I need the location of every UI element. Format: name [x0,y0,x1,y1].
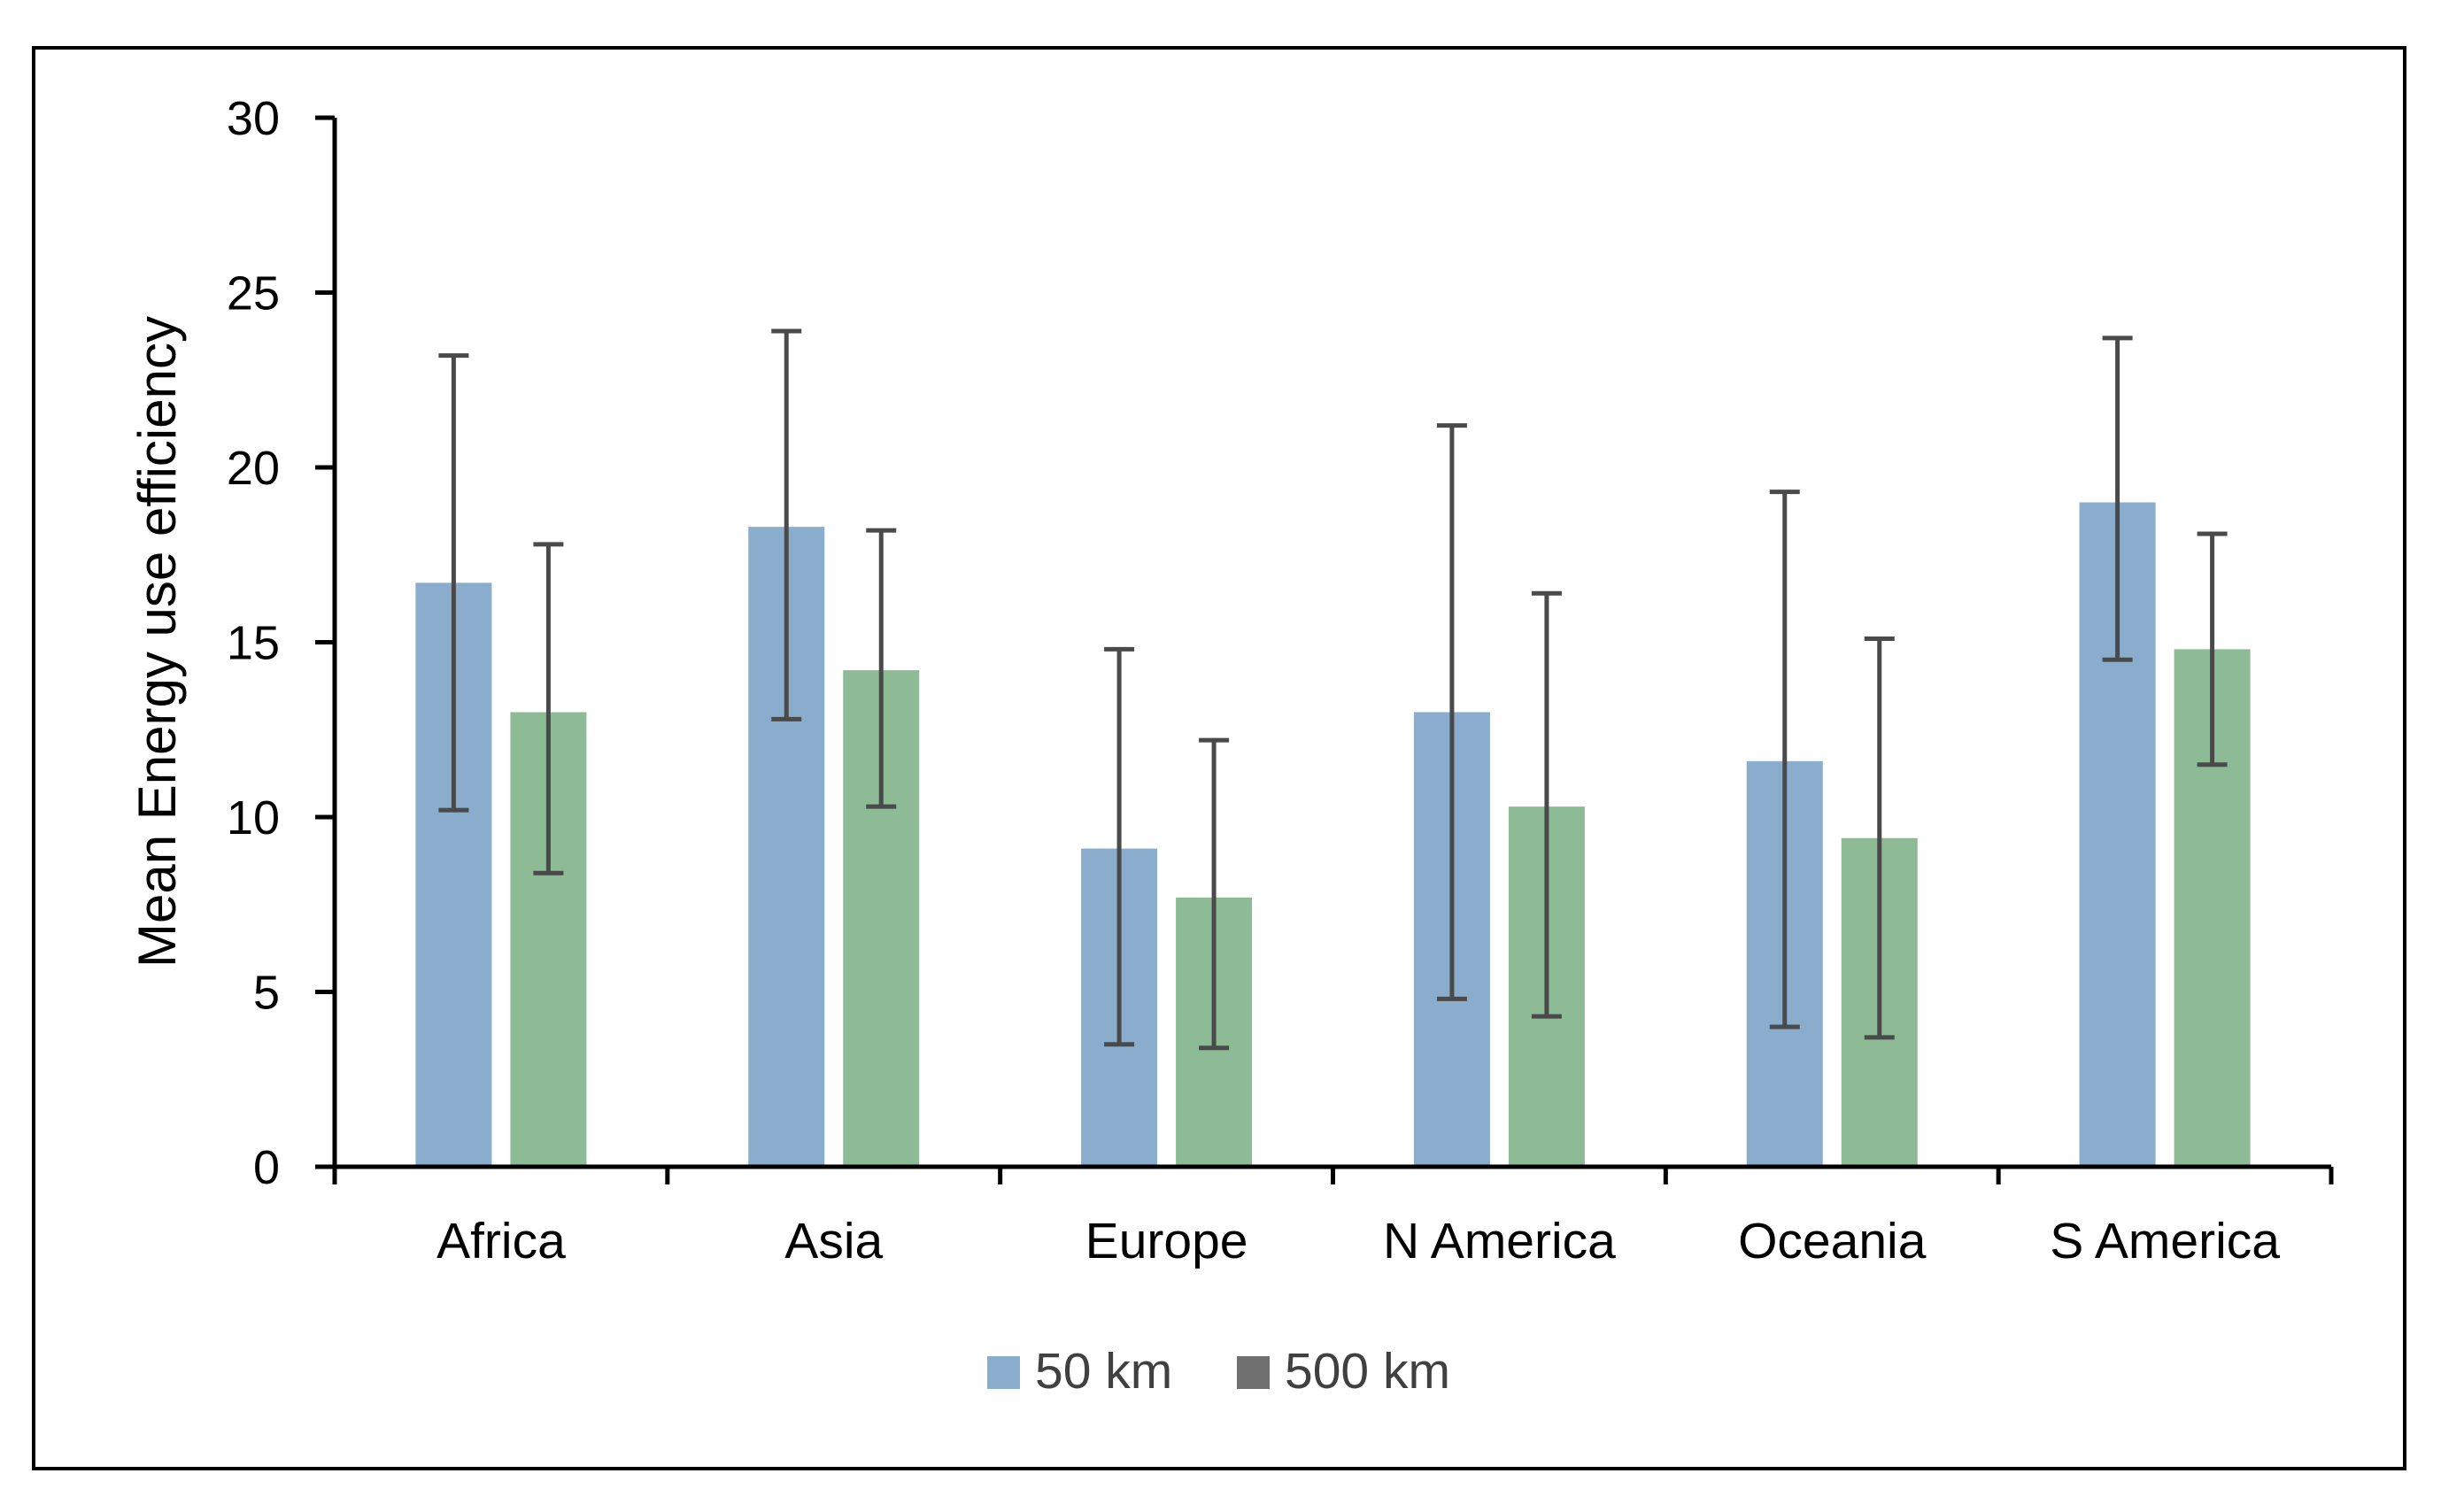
x-category-label: Oceania [1738,1213,1927,1269]
legend-swatch-50km [987,1356,1020,1389]
x-category-label: N America [1383,1213,1616,1269]
x-category-label: Europe [1085,1213,1248,1269]
y-axis-title: Mean Energy use efficiency [127,316,187,968]
plot-area: 0 5 10 15 20 25 30 Africa Asia Europe N America Oce… [127,92,2334,1269]
x-category-label: Asia [784,1213,883,1269]
legend-label-500km: 500 km [1285,1343,1450,1400]
y-tick-label: 30 [227,92,280,145]
y-tick-label: 25 [227,267,280,320]
legend-swatch-500km [1237,1356,1270,1389]
x-category-label: S America [2050,1213,2280,1269]
y-tick-label: 15 [227,617,280,670]
x-category-label: Africa [436,1213,566,1269]
legend: 50 km 500 km [987,1343,1450,1400]
y-tick-label: 20 [227,442,280,495]
y-tick-label: 10 [227,791,280,845]
y-tick-label: 0 [253,1141,280,1194]
y-tick-label: 5 [253,967,280,1020]
legend-label-50km: 50 km [1035,1343,1172,1400]
